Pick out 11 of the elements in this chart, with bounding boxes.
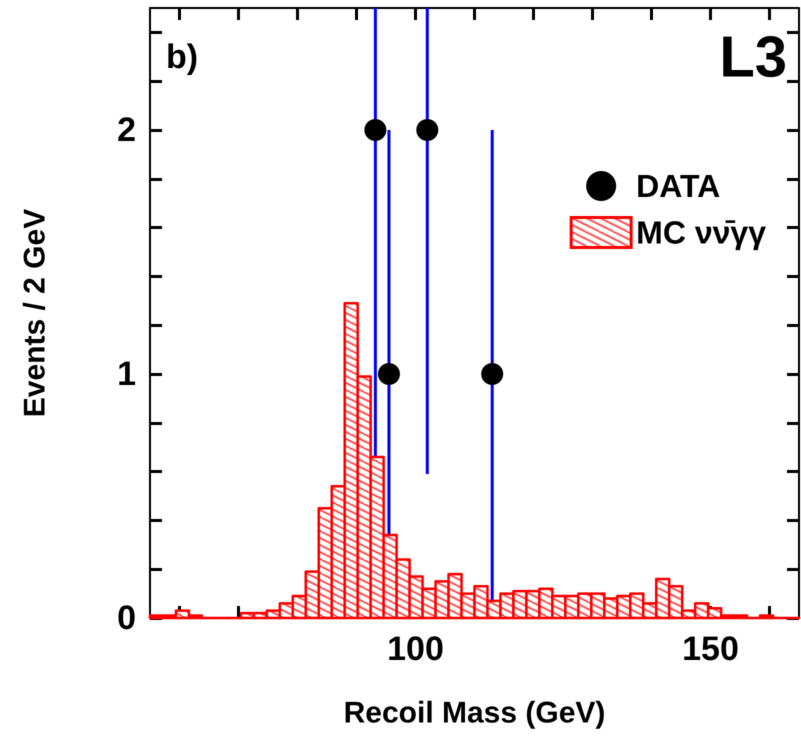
y-tick-label: 2 (117, 111, 136, 149)
annotation: L3 (719, 24, 787, 90)
legend-label: MC νν̄γγ (636, 214, 766, 250)
y-tick-label: 0 (117, 599, 136, 637)
x-tick-label: 150 (682, 630, 739, 668)
annotation: b) (166, 38, 198, 76)
x-axis-title: Recoil Mass (GeV) (344, 696, 606, 730)
y-tick-label: 1 (117, 355, 136, 393)
x-tick-label: 100 (387, 630, 444, 668)
legend-label: DATA (636, 168, 720, 204)
y-axis-title: Events / 2 GeV (18, 208, 52, 418)
